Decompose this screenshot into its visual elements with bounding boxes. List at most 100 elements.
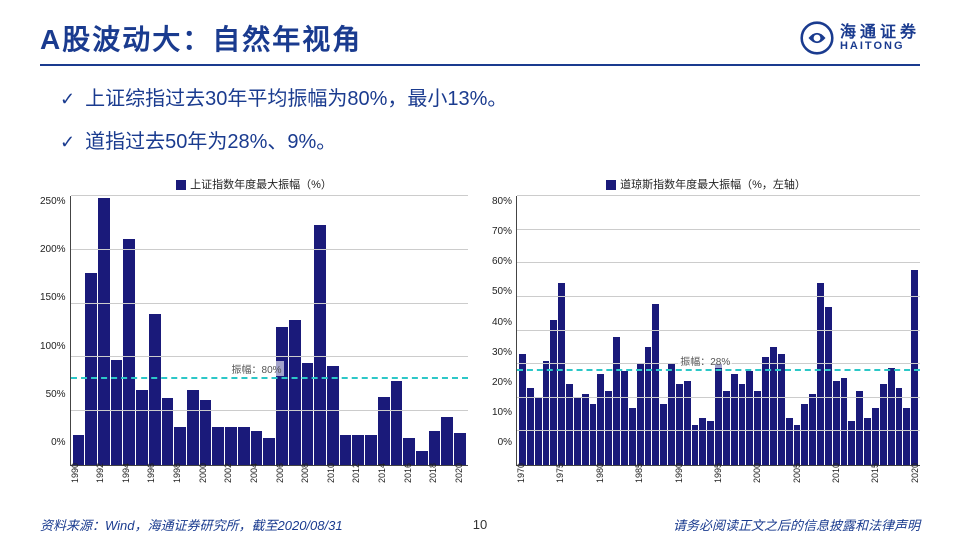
- bar: [864, 418, 871, 465]
- bar: [652, 304, 659, 465]
- bar: [590, 404, 597, 465]
- bar: [629, 408, 636, 465]
- bar: [888, 368, 895, 466]
- bar: [707, 421, 714, 465]
- bar: [149, 314, 161, 465]
- bar: [597, 374, 604, 465]
- bullet-text: 上证综指过去30年平均振幅为80%，最小13%。: [85, 82, 507, 111]
- bar: [416, 451, 428, 465]
- bar: [684, 381, 691, 465]
- bar: [174, 427, 186, 465]
- bullet-item: ✓ 上证综指过去30年平均振幅为80%，最小13%。: [60, 82, 900, 111]
- bar: [98, 198, 110, 465]
- plot-area: 1970197519801985199019952000200520102015…: [516, 196, 920, 466]
- bar: [187, 390, 199, 465]
- bar: [621, 371, 628, 465]
- plot-area: 1990199219941996199820002002200420062008…: [70, 196, 468, 466]
- charts-row: 上证指数年度最大振幅（%） 250%200%150%100%50%0% 1990…: [0, 176, 960, 466]
- bar: [660, 404, 667, 465]
- bar: [841, 378, 848, 465]
- bar: [715, 364, 722, 465]
- bar: [550, 320, 557, 465]
- bar: [429, 431, 441, 465]
- page-number: 10: [473, 517, 487, 532]
- bar: [535, 398, 542, 465]
- bullet-list: ✓ 上证综指过去30年平均振幅为80%，最小13%。 ✓ 道指过去50年为28%…: [0, 70, 960, 176]
- bar: [786, 418, 793, 465]
- bars: [519, 196, 918, 465]
- bar: [848, 421, 855, 465]
- bar: [263, 438, 275, 465]
- bar: [340, 435, 352, 465]
- bullet-text: 道指过去50年为28%、9%。: [85, 125, 336, 154]
- logo: 海通证券 HAITONG: [800, 21, 920, 55]
- bar: [527, 388, 534, 465]
- bar: [856, 391, 863, 465]
- bar: [645, 347, 652, 465]
- chart-legend: 道琼斯指数年度最大振幅（%，左轴）: [492, 176, 920, 192]
- logo-text-cn: 海通证券: [840, 25, 920, 41]
- x-axis: 1970197519801985199019952000200520102015…: [517, 465, 920, 483]
- y-axis: 80%70%60%50%40%30%20%10%0%: [492, 196, 516, 466]
- bar: [872, 408, 879, 465]
- bar: [251, 431, 263, 465]
- chart-legend: 上证指数年度最大振幅（%）: [40, 176, 468, 192]
- chart-dji: 道琼斯指数年度最大振幅（%，左轴） 80%70%60%50%40%30%20%1…: [492, 176, 920, 466]
- bar: [801, 404, 808, 465]
- bar: [762, 357, 769, 465]
- bar: [911, 270, 918, 465]
- bar: [668, 364, 675, 465]
- bar: [123, 239, 135, 465]
- bar: [754, 391, 761, 465]
- check-icon: ✓: [60, 132, 75, 153]
- bar: [276, 327, 288, 465]
- bar: [903, 408, 910, 465]
- bars: [73, 196, 466, 465]
- footer-disclaimer: 请务必阅读正文之后的信息披露和法律声明: [673, 515, 920, 534]
- bar: [441, 417, 453, 465]
- bar: [605, 391, 612, 465]
- bar: [454, 433, 466, 465]
- x-axis: 1990199219941996199820002002200420062008…: [71, 465, 468, 483]
- logo-text-en: HAITONG: [840, 41, 920, 52]
- bar: [238, 427, 250, 465]
- bar: [723, 391, 730, 465]
- footer-source: 资料来源：Wind，海通证券研究所，截至2020/08/31: [40, 515, 343, 534]
- bar: [111, 360, 123, 465]
- bar: [365, 435, 377, 465]
- bar: [613, 337, 620, 465]
- bar: [225, 427, 237, 465]
- bar: [378, 397, 390, 465]
- header-rule: [40, 64, 920, 66]
- bar: [770, 347, 777, 465]
- bar: [352, 435, 364, 465]
- bar: [162, 398, 174, 465]
- bar: [746, 371, 753, 465]
- bar: [289, 320, 301, 465]
- bar: [314, 225, 326, 465]
- bar: [825, 307, 832, 465]
- bar: [212, 427, 224, 465]
- y-axis: 250%200%150%100%50%0%: [40, 196, 70, 466]
- bullet-item: ✓ 道指过去50年为28%、9%。: [60, 125, 900, 154]
- bar: [391, 381, 403, 465]
- header: A股波动大：自然年视角 海通证券 HAITONG: [0, 0, 960, 64]
- bar: [327, 366, 339, 465]
- bar: [543, 361, 550, 465]
- haitong-logo-icon: [800, 21, 834, 55]
- bar: [731, 374, 738, 465]
- footer: 资料来源：Wind，海通证券研究所，截至2020/08/31 10 请务必阅读正…: [0, 515, 960, 534]
- bar: [574, 398, 581, 465]
- check-icon: ✓: [60, 89, 75, 110]
- bar: [637, 364, 644, 465]
- bar: [136, 390, 148, 465]
- bar: [558, 283, 565, 465]
- chart-sse: 上证指数年度最大振幅（%） 250%200%150%100%50%0% 1990…: [40, 176, 468, 466]
- bar: [699, 418, 706, 465]
- bar: [896, 388, 903, 465]
- bar: [817, 283, 824, 465]
- bar: [833, 381, 840, 465]
- bar: [73, 435, 85, 465]
- page-title: A股波动大：自然年视角: [40, 18, 362, 58]
- bar: [403, 438, 415, 465]
